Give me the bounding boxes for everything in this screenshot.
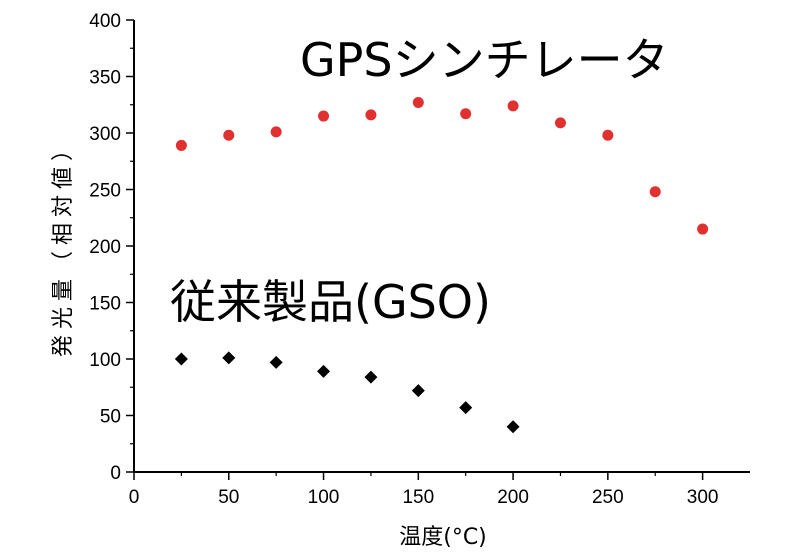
gps-data-point xyxy=(270,126,282,138)
gps-data-point xyxy=(602,129,614,141)
gps-data-point xyxy=(223,129,235,141)
gso-data-point xyxy=(364,370,378,384)
y-tick-label: 400 xyxy=(89,11,121,32)
gps-data-point xyxy=(697,223,709,235)
y-tick-label: 50 xyxy=(100,407,121,428)
x-tick-label: 0 xyxy=(129,487,140,508)
gso-series-annotation: 従来製品(GSO) xyxy=(170,275,491,329)
gps-data-point xyxy=(554,117,566,129)
gso-data-point xyxy=(411,384,425,398)
gps-series-annotation: GPSシンチレータ xyxy=(300,33,669,87)
x-tick-label: 100 xyxy=(308,487,340,508)
y-tick-label: 250 xyxy=(89,181,121,202)
gps-data-point xyxy=(460,108,472,120)
gps-data-point xyxy=(412,96,424,108)
gso-data-point xyxy=(269,355,283,369)
y-tick-label: 0 xyxy=(110,463,121,484)
gps-data-point xyxy=(175,139,187,151)
x-axis-label: 温度(°C) xyxy=(399,525,487,550)
gps-data-point xyxy=(365,109,377,121)
gps-data-point xyxy=(318,110,330,122)
x-tick-label: 300 xyxy=(687,487,719,508)
ticks: 0 50 100 150 200 250 300 0 50 100 150 200 250 300 350 4… xyxy=(89,11,718,508)
gso-data-point xyxy=(459,401,473,415)
x-tick-label: 200 xyxy=(497,487,529,508)
gso-data-point xyxy=(222,351,236,365)
x-tick-label: 150 xyxy=(402,487,434,508)
gso-data-point xyxy=(506,420,520,434)
x-tick-label: 250 xyxy=(592,487,624,508)
y-tick-label: 300 xyxy=(89,124,121,145)
data-points xyxy=(174,96,709,434)
y-tick-label: 200 xyxy=(89,237,121,258)
y-tick-label: 350 xyxy=(89,68,121,89)
x-tick-label: 50 xyxy=(218,487,239,508)
gps-data-point xyxy=(507,100,519,112)
y-axis-label: 発光量（相対値） xyxy=(51,133,76,357)
y-tick-label: 150 xyxy=(89,294,121,315)
gps-data-point xyxy=(649,186,661,198)
y-tick-label: 100 xyxy=(89,350,121,371)
gso-data-point xyxy=(174,352,188,366)
axes xyxy=(133,20,750,473)
gso-data-point xyxy=(317,364,331,378)
